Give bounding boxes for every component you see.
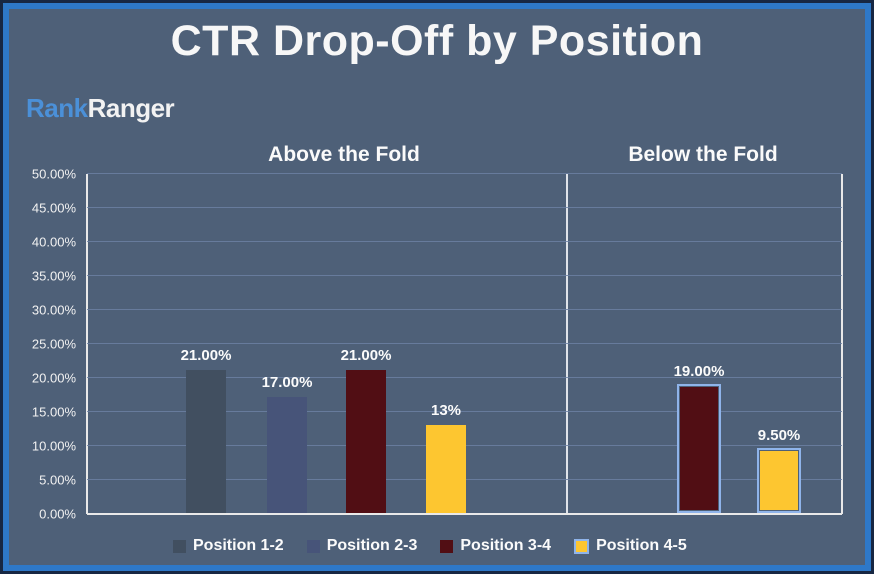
bar-above-the-fold-position-1-2: 21.00% [181, 347, 231, 513]
y-axis-label: 35.00% [31, 268, 76, 284]
x-axis-line [87, 513, 842, 515]
gridline [87, 207, 842, 208]
bar-above-the-fold-position-2-3: 17.00% [262, 374, 312, 513]
y-axis-label: 0.00% [39, 506, 76, 522]
section-header-above-the-fold: Above the Fold [268, 143, 420, 166]
bar-value-label: 17.00% [261, 374, 313, 392]
y-axis-label: 45.00% [31, 200, 76, 216]
logo-text-rank: Rank [26, 93, 88, 123]
legend-swatch-icon [173, 539, 186, 553]
y-axis-label: 5.00% [39, 472, 76, 488]
legend-label: Position 2-3 [326, 537, 418, 554]
plot-right-border [841, 174, 843, 514]
section-header-below-the-fold: Below the Fold [628, 143, 778, 166]
legend-item-position-1-2: Position 1-2 [173, 537, 284, 555]
bar-value-label: 19.00% [673, 362, 725, 380]
bar-value-label: 21.00% [180, 347, 232, 365]
y-axis-label: 30.00% [31, 302, 76, 318]
gridline [87, 275, 842, 276]
gridline [87, 343, 842, 344]
y-axis-label: 25.00% [31, 336, 76, 352]
gridline [87, 309, 842, 310]
gridline [87, 411, 842, 412]
legend-label: Position 4-5 [596, 537, 687, 554]
y-axis-line [86, 174, 88, 514]
logo-text-ranger: Ranger [87, 93, 175, 123]
legend-item-position-2-3: Position 2-3 [306, 537, 418, 555]
bar-value-label: 9.50% [757, 427, 801, 445]
bar-value-label: 21.00% [340, 347, 392, 365]
legend-label: Position 3-4 [460, 537, 552, 554]
bar-above-the-fold-position-4-5: 13% [426, 402, 466, 513]
legend-label: Position 1-2 [193, 537, 284, 554]
bar-below-the-fold-position-3-4: 19.00% [674, 363, 724, 513]
bar-above-the-fold-position-3-4: 21.00% [341, 347, 391, 513]
bar-value-label: 13% [430, 401, 462, 419]
legend-swatch-icon [574, 538, 590, 554]
y-axis-label: 10.00% [31, 438, 76, 454]
y-axis-label: 20.00% [31, 370, 76, 386]
legend-item-position-3-4: Position 3-4 [440, 537, 551, 555]
legend: Position 1-2 Position 2-3 Position 3-4 Posi… [173, 537, 733, 555]
chart-title: CTR Drop-Off by Position [170, 17, 704, 65]
plot-area: 0.00% 5.00% 10.00% 15.00% 20.00% 25.00% 30.00%… [32, 167, 843, 522]
gridline [87, 377, 842, 378]
gridline [87, 173, 842, 174]
y-axis-label: 15.00% [31, 404, 76, 420]
y-axis-label: 40.00% [31, 234, 76, 250]
gridline [87, 241, 842, 242]
section-divider-line [566, 174, 568, 514]
legend-swatch-icon [306, 539, 320, 553]
legend-swatch-icon [440, 539, 454, 553]
rankranger-logo: RankRanger [26, 93, 175, 124]
bar-below-the-fold-position-4-5: 9.50% [757, 427, 801, 513]
y-axis-label: 50.00% [31, 166, 76, 182]
legend-item-position-4-5: Position 4-5 [574, 537, 687, 555]
